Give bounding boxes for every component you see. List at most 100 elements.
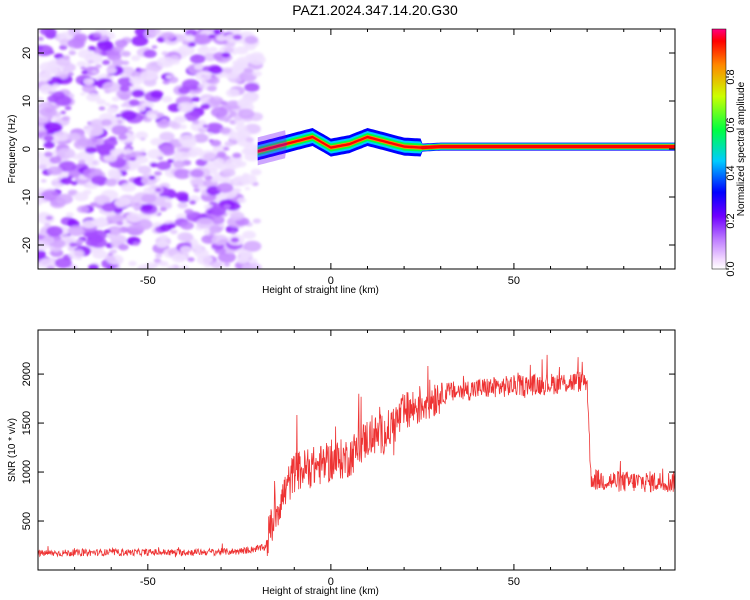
spec-xlabel: Height of straight line (km) <box>262 285 379 296</box>
noise-blob <box>185 29 197 37</box>
noise-blob <box>64 106 72 111</box>
noise-blob <box>159 144 175 154</box>
colorbar-tick-label: 0.6 <box>725 117 737 132</box>
noise-blob <box>111 125 129 136</box>
noise-blob <box>68 169 81 178</box>
noise-blob <box>102 81 120 93</box>
noise-blob <box>155 187 162 192</box>
noise-blob <box>193 34 212 45</box>
noise-blob <box>242 92 259 103</box>
noise-blob <box>213 95 220 100</box>
noise-blob <box>147 148 164 160</box>
noise-blob <box>189 147 204 156</box>
noise-blob <box>126 212 143 223</box>
noise-blob <box>106 74 112 78</box>
noise-blob <box>85 63 91 67</box>
noise-blob <box>88 263 100 269</box>
noise-blob <box>54 257 72 269</box>
noise-blob <box>86 158 100 167</box>
noise-blob <box>47 165 63 176</box>
noise-blob <box>149 162 158 168</box>
noise-blob <box>224 158 243 170</box>
noise-blob <box>38 96 45 102</box>
snr-xtick-label: -50 <box>140 576 156 588</box>
noise-blob <box>189 54 206 64</box>
noise-blob <box>89 202 98 208</box>
noise-blob <box>171 253 187 263</box>
noise-blob <box>39 106 57 118</box>
noise-blob <box>248 54 266 66</box>
colorbar-tick-label: 0.8 <box>725 69 737 84</box>
noise-blob <box>191 96 201 103</box>
noise-blob <box>156 161 172 171</box>
snr-ytick-label: 1500 <box>21 411 33 435</box>
noise-blob <box>161 96 173 103</box>
noise-blob <box>240 250 253 259</box>
noise-blob <box>55 193 73 205</box>
snr-xlabel: Height of straight line (km) <box>262 586 379 597</box>
noise-blob <box>210 107 228 118</box>
noise-blob <box>95 64 102 69</box>
noise-blob <box>38 36 45 41</box>
noise-speckle <box>38 29 266 269</box>
noise-blob <box>187 257 195 262</box>
noise-blob <box>208 34 216 39</box>
noise-blob <box>91 175 107 185</box>
noise-blob <box>51 91 66 100</box>
snr-xtick-label: 0 <box>328 576 334 588</box>
noise-blob <box>106 67 117 74</box>
noise-blob <box>103 153 118 163</box>
noise-blob <box>87 45 96 51</box>
noise-blob <box>232 152 242 159</box>
noise-blob <box>62 55 71 60</box>
noise-blob <box>140 70 158 81</box>
noise-blob <box>129 156 137 162</box>
noise-blob <box>67 225 86 237</box>
noise-blob <box>209 65 223 75</box>
noise-blob <box>234 124 248 132</box>
noise-blob <box>97 41 114 51</box>
noise-blob <box>118 243 129 251</box>
noise-blob <box>216 35 227 42</box>
noise-blob <box>58 160 77 172</box>
noise-blob <box>252 70 262 77</box>
noise-blob <box>192 184 199 189</box>
noise-blob <box>231 67 243 76</box>
noise-blob <box>101 202 117 213</box>
noise-blob <box>123 148 133 154</box>
noise-blob <box>153 171 162 176</box>
noise-blob <box>54 184 61 188</box>
noise-blob <box>159 261 169 267</box>
noise-blob <box>141 204 154 212</box>
noise-blob <box>43 151 53 158</box>
colorbar-tick-label: 0.4 <box>725 165 737 180</box>
noise-blob <box>170 58 180 65</box>
noise-blob <box>223 47 234 54</box>
noise-blob <box>128 161 141 169</box>
noise-blob <box>252 218 262 224</box>
noise-blob <box>231 175 250 187</box>
noise-blob <box>51 239 66 249</box>
noise-blob <box>159 223 172 232</box>
noise-blob <box>76 60 87 67</box>
noise-blob <box>217 251 236 263</box>
noise-blob <box>143 187 155 194</box>
noise-blob <box>159 207 167 212</box>
noise-blob <box>184 111 200 122</box>
snr-series <box>38 354 675 558</box>
noise-blob <box>108 64 116 69</box>
noise-blob <box>106 106 119 114</box>
noise-blob <box>126 126 133 130</box>
noise-blob <box>98 106 106 111</box>
noise-blob <box>46 226 64 237</box>
noise-blob <box>159 131 175 142</box>
spec-ytick-label: 10 <box>21 95 33 107</box>
noise-blob <box>92 218 109 228</box>
spec-ytick-label: 20 <box>21 47 33 59</box>
noise-blob <box>38 249 46 259</box>
noise-blob <box>89 229 107 241</box>
noise-blob <box>197 84 205 89</box>
spec-xtick-label: 50 <box>508 275 520 287</box>
chart-title: PAZ1.2024.347.14.20.G30 <box>292 2 458 18</box>
